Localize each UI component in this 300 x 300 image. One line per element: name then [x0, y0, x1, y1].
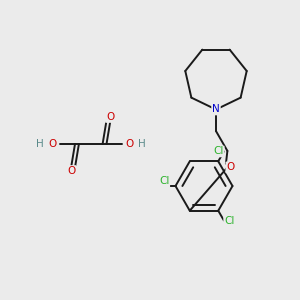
Text: Cl: Cl	[159, 176, 169, 187]
Text: Cl: Cl	[213, 146, 224, 156]
Text: O: O	[125, 139, 134, 149]
Text: O: O	[48, 139, 56, 149]
Text: H: H	[36, 139, 43, 149]
Text: H: H	[138, 139, 146, 149]
Text: N: N	[212, 104, 220, 115]
Text: O: O	[67, 166, 76, 176]
Text: Cl: Cl	[224, 216, 235, 226]
Text: O: O	[106, 112, 114, 122]
Text: O: O	[226, 162, 235, 172]
